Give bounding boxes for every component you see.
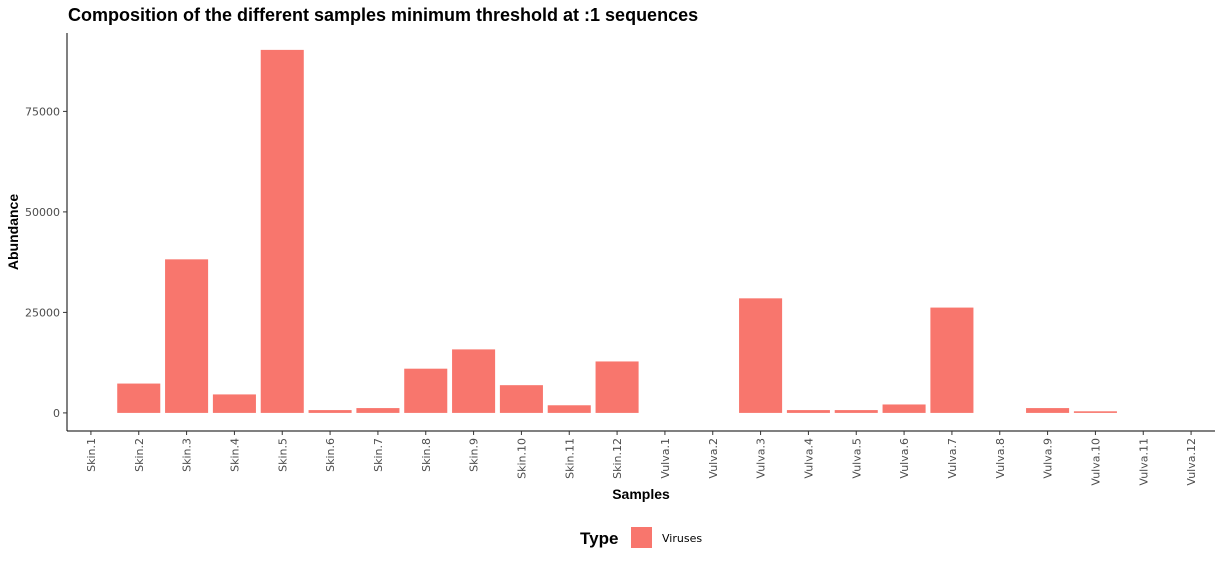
bar-vulva-5 (834, 410, 878, 413)
y-tick-label: 0 (53, 407, 60, 420)
plot-area (117, 49, 1117, 413)
legend: Type Viruses (580, 527, 702, 548)
y-axis-title: Abundance (5, 194, 21, 270)
x-tick-label: Vulva.6 (898, 438, 911, 479)
x-tick-label: Vulva.10 (1089, 438, 1102, 486)
chart-title: Composition of the different samples min… (68, 5, 698, 25)
x-tick-label: Skin.2 (133, 438, 146, 472)
x-tick-label: Skin.3 (181, 438, 194, 472)
bar-skin-4 (212, 394, 256, 413)
x-tick-label: Vulva.3 (755, 438, 768, 479)
x-tick-label: Vulva.12 (1185, 438, 1198, 486)
bar-skin-10 (499, 385, 543, 413)
x-tick-label: Vulva.5 (850, 438, 863, 479)
bar-skin-2 (117, 383, 161, 413)
bar-vulva-9 (1026, 408, 1070, 413)
bar-skin-7 (356, 408, 400, 413)
bar-skin-8 (404, 368, 448, 413)
bar-vulva-3 (739, 298, 783, 413)
x-axis-ticks: Skin.1 Skin.2 Skin.3 Skin.4 Skin.5 Skin.6 Skin… (85, 431, 1198, 486)
x-tick-label: Skin.6 (324, 438, 337, 472)
y-tick-label: 25000 (25, 306, 60, 319)
legend-label-viruses: Viruses (662, 532, 702, 545)
x-tick-label: Skin.5 (276, 438, 289, 472)
y-tick-label: 50000 (25, 206, 60, 219)
y-axis-ticks: 0 25000 50000 75000 (25, 105, 67, 420)
x-tick-label: Vulva.9 (1042, 438, 1055, 479)
bar-skin-6 (308, 410, 352, 413)
legend-key-viruses (631, 527, 652, 548)
x-axis-title: Samples (612, 486, 670, 502)
x-tick-label: Skin.11 (563, 438, 576, 479)
x-tick-label: Vulva.8 (994, 438, 1007, 479)
bar-skin-5 (260, 49, 304, 413)
x-tick-label: Vulva.4 (802, 438, 815, 479)
bar-vulva-4 (786, 410, 830, 413)
x-tick-label: Skin.4 (228, 438, 241, 472)
bar-skin-9 (452, 349, 496, 413)
bar-skin-12 (595, 361, 639, 413)
x-tick-label: Skin.8 (420, 438, 433, 472)
bar-vulva-10 (1073, 411, 1117, 413)
bar-skin-3 (165, 259, 209, 413)
x-tick-label: Skin.9 (468, 438, 481, 472)
bar-skin-11 (547, 405, 591, 413)
x-tick-label: Skin.10 (515, 438, 528, 479)
x-tick-label: Vulva.1 (659, 438, 672, 479)
x-tick-label: Vulva.7 (946, 438, 959, 479)
x-tick-label: Vulva.11 (1137, 438, 1150, 486)
bar-vulva-7 (930, 307, 974, 413)
y-tick-label: 75000 (25, 105, 60, 118)
x-tick-label: Vulva.2 (707, 438, 720, 479)
x-tick-label: Skin.1 (85, 438, 98, 472)
legend-title: Type (580, 529, 618, 548)
bar-vulva-6 (882, 404, 926, 413)
x-tick-label: Skin.12 (611, 438, 624, 479)
x-tick-label: Skin.7 (372, 438, 385, 472)
